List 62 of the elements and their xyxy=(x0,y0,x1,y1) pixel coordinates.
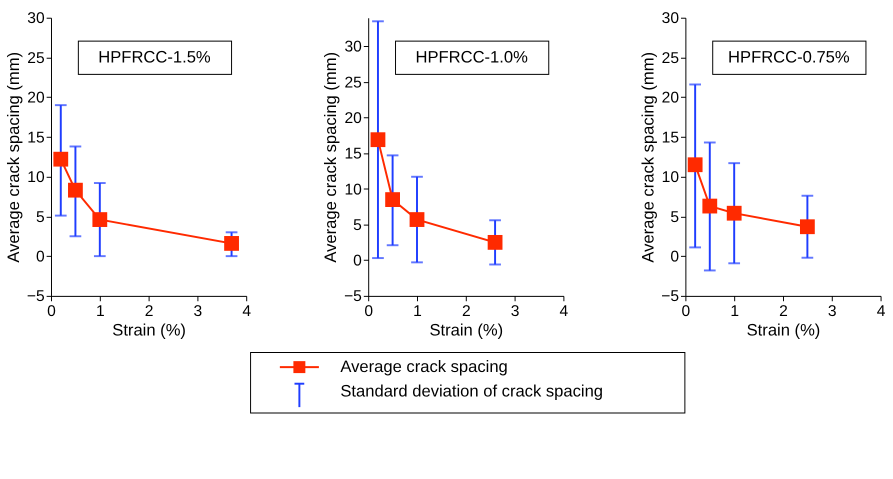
y-tick-label: 25 xyxy=(344,74,362,92)
y-tick-label: −5 xyxy=(344,288,362,306)
x-tick-label: 3 xyxy=(828,302,837,320)
y-tick-label: 30 xyxy=(344,38,362,56)
point xyxy=(726,206,742,221)
x-tick-label: 1 xyxy=(96,302,105,320)
x-axis-title: Strain (%) xyxy=(746,320,820,340)
y-tick-label: 15 xyxy=(662,129,680,146)
y-tick-label: 30 xyxy=(662,10,680,28)
annotation: HPFRCC-1.0% xyxy=(415,48,528,67)
point xyxy=(92,212,108,227)
point xyxy=(688,157,703,172)
x-axis-title: Strain (%) xyxy=(112,320,186,340)
point xyxy=(68,182,83,198)
x-tick-label: 1 xyxy=(730,302,740,320)
y-axis-title: Average crack spacing (mm) xyxy=(321,52,340,263)
y-tick-label: 10 xyxy=(27,169,45,186)
y-tick-label: 5 xyxy=(36,208,45,226)
y-axis-title: Average crack spacing (mm) xyxy=(638,52,658,263)
point xyxy=(800,219,815,234)
text: Standard deviation of crack spacing xyxy=(340,381,604,400)
y-tick-label: 25 xyxy=(662,50,680,67)
y-tick-label: 20 xyxy=(344,110,362,127)
y-tick-label: 10 xyxy=(662,169,680,186)
y-tick-label: 20 xyxy=(662,90,680,107)
legend-label: Average crack spacing xyxy=(340,356,508,376)
x-tick-label: 2 xyxy=(779,302,788,320)
point xyxy=(410,212,424,227)
annotation: HPFRCC-1.5% xyxy=(98,48,211,67)
y-tick-label: 25 xyxy=(27,50,45,67)
x-tick-label: 0 xyxy=(364,302,374,320)
point xyxy=(385,192,400,207)
y-tick-label: 5 xyxy=(353,216,362,234)
point xyxy=(702,198,718,214)
y-tick-label: 10 xyxy=(344,181,362,198)
x-tick-label: 4 xyxy=(242,302,252,320)
x-tick-label: 3 xyxy=(510,302,520,320)
y-tick-label: 0 xyxy=(670,248,680,266)
y-tick-label: −5 xyxy=(26,288,45,306)
y-tick-label: 0 xyxy=(36,248,45,266)
point xyxy=(370,132,386,148)
y-tick-label: 30 xyxy=(27,10,45,28)
point xyxy=(224,236,239,251)
x-tick-label: 0 xyxy=(47,302,56,320)
y-axis-title: Average crack spacing (mm) xyxy=(4,52,24,263)
y-tick-label: 15 xyxy=(27,129,45,146)
x-tick-label: 2 xyxy=(462,302,471,320)
x-tick-label: 4 xyxy=(560,302,569,320)
y-tick-label: −5 xyxy=(661,288,680,306)
x-tick-label: 4 xyxy=(876,302,886,320)
x-tick-label: 2 xyxy=(144,302,154,320)
x-tick-label: 3 xyxy=(194,302,202,320)
annotation: HPFRCC-0.75% xyxy=(728,48,850,67)
y-tick-label: 0 xyxy=(353,252,362,270)
y-tick-label: 15 xyxy=(344,146,362,163)
point xyxy=(53,152,68,167)
point xyxy=(488,234,502,250)
y-tick-label: 5 xyxy=(670,208,680,226)
y-tick-label: 20 xyxy=(27,90,45,107)
x-tick-label: 0 xyxy=(682,302,691,320)
x-axis-title: Strain (%) xyxy=(429,320,504,340)
x-tick-label: 1 xyxy=(413,302,422,320)
